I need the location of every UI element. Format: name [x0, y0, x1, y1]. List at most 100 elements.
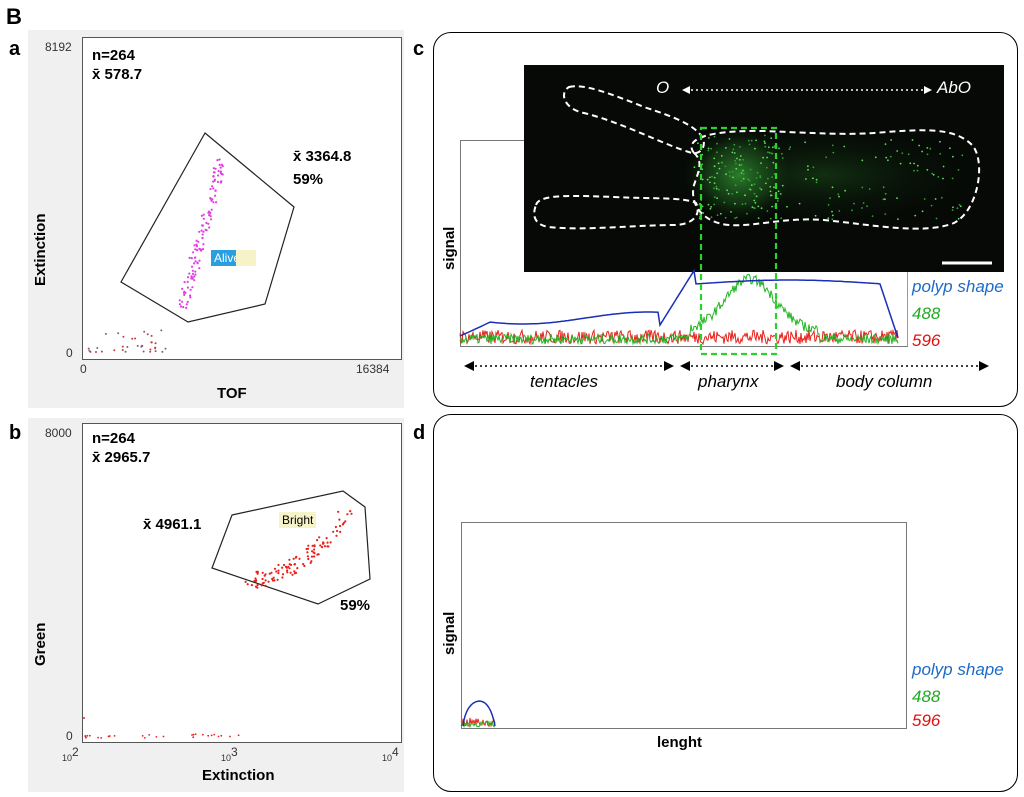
- segment-pharynx: pharynx: [698, 372, 759, 391]
- scatter-point: [260, 584, 263, 587]
- scatter-point: [208, 214, 211, 217]
- scatter-point: [209, 187, 212, 191]
- fluorescence-speck: [706, 178, 709, 181]
- fluorescence-speck: [760, 207, 763, 210]
- fluorescence-speck: [861, 159, 864, 162]
- scatter-point: [272, 576, 275, 579]
- fluorescence-speck: [742, 169, 744, 172]
- scatter-point: [149, 350, 152, 353]
- fluorescence-speck: [755, 139, 757, 142]
- panel-d-legend-488: 488: [912, 687, 941, 706]
- scatter-point: [154, 346, 157, 349]
- fluorescence-speck: [884, 192, 887, 195]
- scatter-point: [217, 170, 220, 173]
- fluorescence-speck: [769, 185, 772, 188]
- fluorescence-speck: [921, 150, 923, 153]
- scatter-point: [254, 577, 257, 580]
- fluorescence-speck: [882, 198, 885, 201]
- pharynx-glow: [684, 127, 794, 223]
- scatter-point: [313, 544, 316, 547]
- scatter-point: [134, 337, 137, 340]
- scatter-point: [192, 733, 195, 736]
- scatter-point: [216, 180, 219, 183]
- fluorescence-speck: [739, 155, 742, 157]
- fluorescence-speck: [710, 147, 713, 150]
- scatter-point: [337, 510, 340, 513]
- fluorescence-speck: [760, 162, 762, 164]
- scatter-point: [261, 582, 264, 585]
- fluorescence-speck: [748, 143, 751, 146]
- scatter-point: [310, 560, 313, 563]
- fluorescence-speck: [732, 148, 735, 151]
- fluorescence-speck: [750, 184, 753, 186]
- fluorescence-speck: [926, 147, 929, 149]
- scatter-point: [108, 735, 111, 737]
- scatter-point: [287, 565, 290, 568]
- fluorescence-speck: [934, 198, 937, 200]
- scatter-point: [281, 573, 285, 576]
- trace-488: [459, 273, 899, 346]
- fluorescence-speck: [887, 159, 889, 162]
- trace-line: [459, 273, 899, 346]
- fluorescence-speck: [713, 135, 716, 138]
- scatter-point: [293, 570, 296, 573]
- fluorescence-speck: [707, 137, 710, 139]
- fluorescence-speck: [759, 175, 762, 177]
- scatter-point: [183, 281, 186, 284]
- scatter-point: [209, 218, 213, 221]
- scatter-point: [121, 349, 124, 351]
- scatter-point: [104, 332, 107, 335]
- panel-d-traces: [460, 700, 496, 729]
- scatter-point: [289, 563, 293, 567]
- fluorescence-speck: [923, 198, 926, 200]
- fluorescence-speck: [781, 152, 783, 155]
- scatter-point: [202, 213, 205, 216]
- fluorescence-speck: [731, 193, 734, 195]
- scatter-point: [208, 226, 211, 229]
- fluorescence-speck: [959, 205, 962, 208]
- fluorescence-speck: [735, 162, 737, 165]
- scatter-point: [335, 534, 338, 537]
- scatter-point: [84, 735, 87, 737]
- scatter-point: [292, 557, 295, 560]
- scatter-point: [195, 245, 199, 248]
- scatter-point: [338, 524, 342, 528]
- fluorescence-speck: [786, 205, 788, 208]
- scatter-point: [184, 291, 187, 294]
- fluorescence-speck: [899, 162, 902, 165]
- trace-line: [459, 328, 899, 346]
- fluorescence-speck: [770, 137, 773, 139]
- scatter-point: [273, 567, 277, 570]
- fluorescence-speck: [931, 172, 934, 175]
- fluorescence-speck: [832, 151, 835, 154]
- scatter-point: [344, 520, 347, 523]
- scatter-point: [205, 221, 208, 224]
- scatter-point: [256, 583, 259, 587]
- scatter-point: [189, 296, 192, 299]
- scatter-point: [193, 256, 197, 259]
- scatter-point: [190, 265, 194, 268]
- trace-polyp-shape: [459, 268, 899, 339]
- fluorescence-speck: [751, 206, 754, 209]
- scatter-point: [136, 344, 139, 347]
- scatter-point: [143, 330, 146, 333]
- scatter-point: [334, 525, 337, 529]
- panel-c-letter: c: [413, 38, 425, 60]
- fluorescence-speck: [715, 185, 718, 188]
- scatter-point: [309, 561, 312, 565]
- fluorescence-speck: [719, 212, 722, 215]
- fluorescence-speck: [742, 173, 745, 175]
- fluorescence-speck: [760, 188, 763, 191]
- fluorescence-speck: [728, 171, 731, 173]
- fluorescence-speck: [807, 168, 809, 171]
- fluorescence-speck: [733, 143, 736, 146]
- fluorescence-speck: [709, 181, 711, 184]
- fluorescence-speck: [739, 158, 741, 161]
- scatter-point: [182, 306, 185, 309]
- scatter-point: [254, 585, 258, 588]
- fluorescence-speck: [814, 214, 817, 217]
- fluorescence-speck: [767, 177, 769, 180]
- scatter-point: [282, 563, 286, 567]
- fluorescence-speck: [749, 168, 752, 171]
- panel-a-n: n=264: [92, 47, 135, 64]
